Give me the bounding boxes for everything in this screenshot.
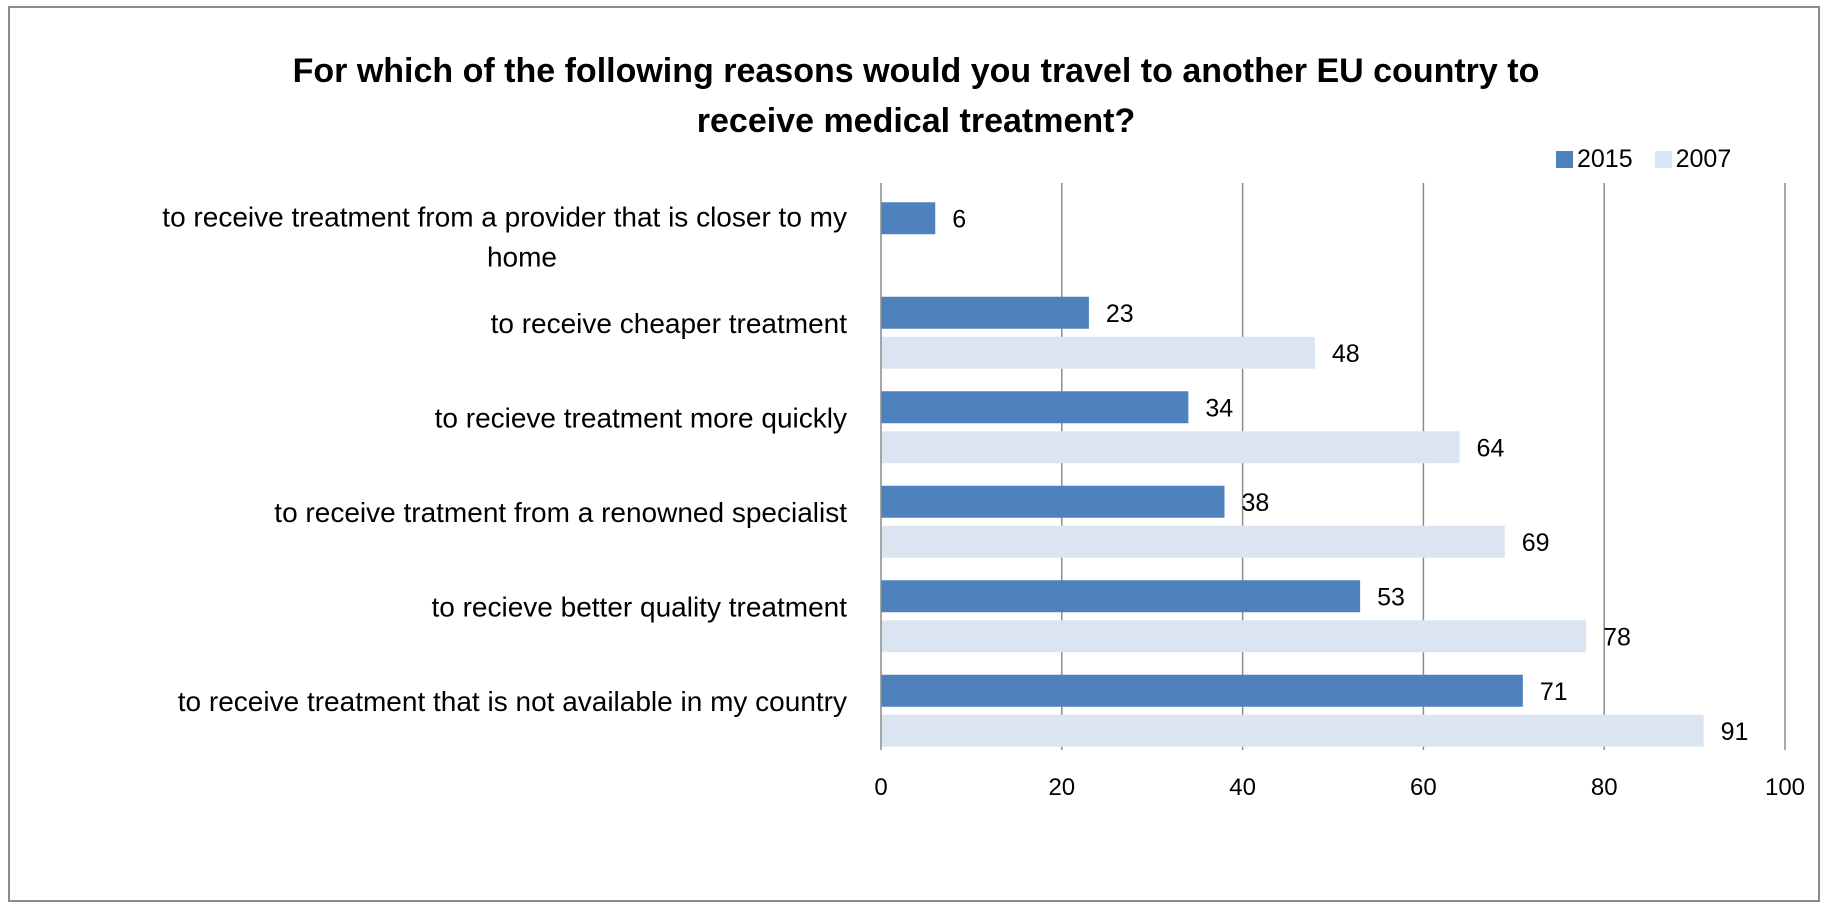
- category-label: to receive tratment from a renowned spec…: [274, 497, 847, 528]
- legend-label-2015: 2015: [1577, 145, 1633, 173]
- x-tick-label: 40: [1229, 774, 1256, 801]
- legend-item-2015: 2015: [1556, 145, 1633, 174]
- chart-title: For which of the following reasons would…: [292, 52, 1540, 140]
- data-label-2015: 34: [1205, 394, 1233, 422]
- data-label-2015: 6: [952, 205, 966, 233]
- bar-2007: [881, 525, 1505, 558]
- data-label-2015: 23: [1106, 300, 1134, 328]
- category-label-line: to recieve better quality treatment: [431, 591, 847, 622]
- x-tick-label: 60: [1410, 774, 1437, 801]
- bar-2007: [881, 336, 1315, 369]
- x-tick-label: 0: [874, 774, 887, 801]
- category-label: to receive treatment that is not availab…: [178, 686, 847, 717]
- data-label-2007: 69: [1522, 529, 1550, 557]
- data-label-2007: 78: [1603, 623, 1631, 651]
- bar-2015: [881, 485, 1225, 518]
- legend-swatch-2015: [1556, 151, 1573, 168]
- bar-2015: [881, 296, 1089, 329]
- bar-2007: [881, 431, 1460, 464]
- category-label: to recieve treatment more quickly: [435, 402, 847, 433]
- bar-2007: [881, 620, 1587, 653]
- bar-2015: [881, 674, 1523, 707]
- category-label-line: to receive treatment from a provider tha…: [162, 201, 847, 232]
- category-label: to receive treatment from a provider tha…: [162, 201, 847, 272]
- bar-2007: [881, 714, 1704, 747]
- data-label-2007: 64: [1477, 434, 1505, 462]
- legend-item-2007: 2007: [1654, 145, 1732, 174]
- bar-2015: [881, 202, 936, 235]
- data-label-2015: 53: [1377, 583, 1405, 611]
- data-label-2007: 91: [1721, 718, 1749, 746]
- bar-2015: [881, 391, 1189, 424]
- x-tick-label: 80: [1591, 774, 1618, 801]
- category-label: to recieve better quality treatment: [431, 591, 847, 622]
- x-tick-label: 20: [1048, 774, 1075, 801]
- bar-2015: [881, 580, 1361, 613]
- x-tick-label: 100: [1765, 774, 1805, 801]
- legend: 2015 2007: [1556, 145, 1743, 174]
- category-label-line: home: [487, 241, 557, 272]
- legend-swatch-2007: [1654, 151, 1672, 168]
- category-label-line: to receive tratment from a renowned spec…: [274, 497, 847, 528]
- category-label-line: to recieve treatment more quickly: [435, 402, 847, 433]
- category-label-line: to receive cheaper treatment: [491, 308, 848, 339]
- data-label-2015: 71: [1540, 678, 1568, 706]
- category-label-line: to receive treatment that is not availab…: [178, 686, 847, 717]
- data-label-2007: 48: [1332, 340, 1360, 368]
- legend-label-2007: 2007: [1675, 145, 1732, 173]
- category-label: to receive cheaper treatment: [491, 308, 848, 339]
- data-label-2015: 38: [1242, 489, 1270, 517]
